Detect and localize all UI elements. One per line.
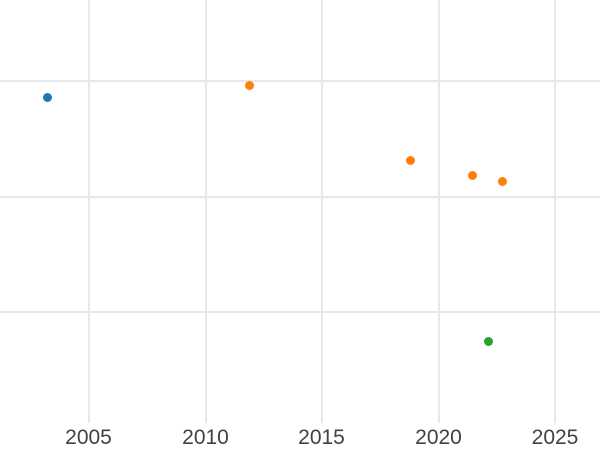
gridline-horizontal xyxy=(0,79,600,82)
x-tick-label-2010: 2010 xyxy=(182,426,229,449)
data-point-orange-series xyxy=(467,171,477,180)
x-tick-label-2005: 2005 xyxy=(65,426,112,449)
data-point-orange-series xyxy=(405,156,415,165)
gridline-horizontal xyxy=(0,195,600,198)
data-point-blue-series xyxy=(42,92,52,102)
x-tick-label-2015: 2015 xyxy=(298,426,345,449)
gridline-horizontal xyxy=(0,310,600,313)
data-point-orange-series xyxy=(244,81,254,90)
data-point-green-series xyxy=(483,337,493,346)
x-tick-label-2020: 2020 xyxy=(415,426,462,449)
data-point-orange-series xyxy=(498,177,507,186)
gridline-vertical xyxy=(87,0,90,423)
gridline-vertical xyxy=(204,0,207,423)
gridline-vertical xyxy=(320,0,323,423)
x-tick-label-2025: 2025 xyxy=(531,426,579,449)
gridline-vertical xyxy=(554,0,556,423)
gridline-vertical xyxy=(437,0,440,423)
